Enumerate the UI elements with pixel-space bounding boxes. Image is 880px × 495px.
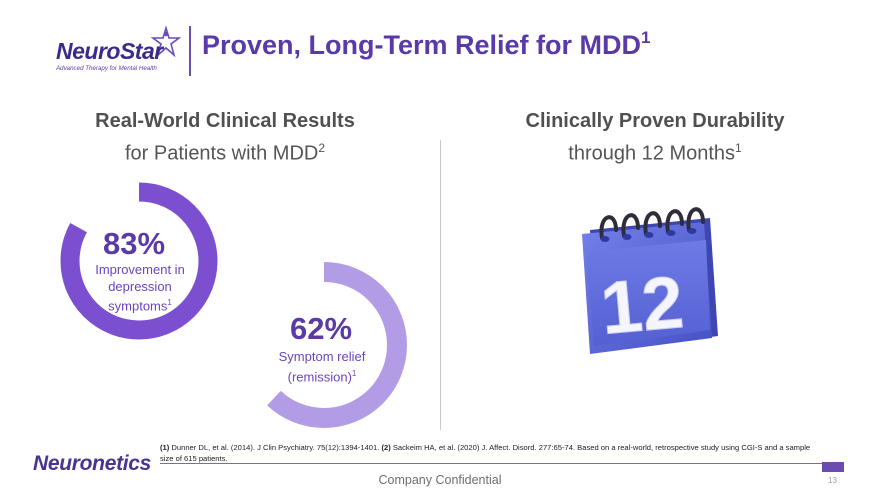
logo-wordmark: NeuroStar	[56, 38, 163, 64]
neurostar-logo: NeuroStar Advanced Therapy for Mental He…	[52, 24, 182, 76]
stat-ring-62	[241, 262, 407, 428]
right-heading-sub: through 12 Months	[568, 142, 736, 165]
footer-accent	[822, 462, 844, 472]
neuronetics-logo: Neuronetics	[33, 452, 152, 475]
stat-62-label: Symptom relief (remission)1	[278, 349, 366, 384]
calendar-number: 12	[597, 260, 686, 350]
page-title: Proven, Long-Term Relief for MDD1	[202, 28, 651, 60]
left-heading-bold: Real-World Clinical Results	[95, 110, 355, 132]
title-divider	[189, 26, 191, 76]
column-divider	[440, 140, 441, 430]
stat-83-label: Improvement in depression symptoms1	[95, 262, 185, 314]
left-section-heading: Real-World Clinical Results for Patients…	[95, 110, 355, 165]
stat-83-value: 83%	[103, 226, 166, 261]
logo-tagline: Advanced Therapy for Mental Health	[56, 65, 157, 72]
right-section-heading: Clinically Proven Durability through 12 …	[525, 110, 785, 165]
star-figure-icon	[150, 26, 182, 58]
left-heading-sub: for Patients with MDD	[124, 142, 319, 165]
calendar-icon: 12	[582, 207, 718, 354]
right-heading-bold: Clinically Proven Durability	[525, 110, 785, 132]
footer-rule	[160, 463, 826, 464]
page-number: 13	[828, 476, 837, 485]
confidential-label: Company Confidential	[378, 473, 502, 487]
stat-ring-83	[60, 182, 218, 340]
stat-62-value: 62%	[290, 311, 353, 346]
footnotes: (1) Dunner DL, et al. (2014). J Clin Psy…	[160, 443, 811, 463]
